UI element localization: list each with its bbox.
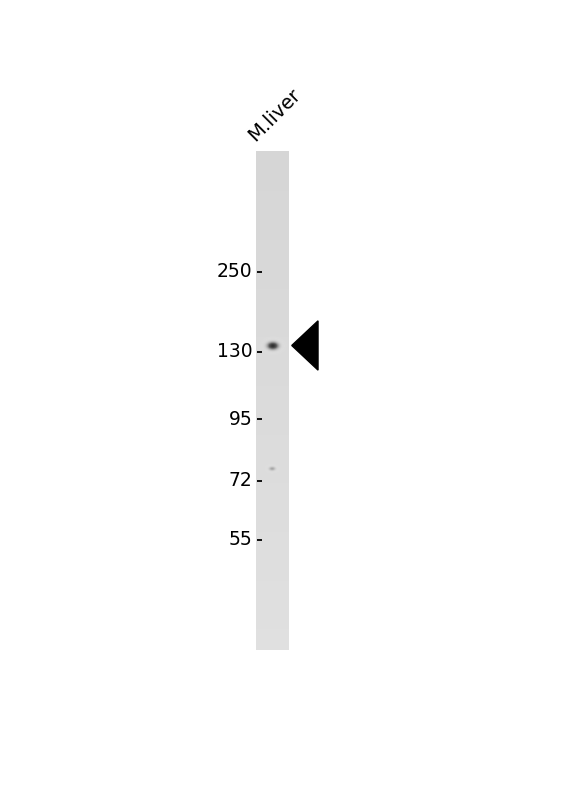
Text: 250: 250 bbox=[217, 262, 253, 281]
Text: 72: 72 bbox=[229, 471, 253, 490]
Text: 130: 130 bbox=[217, 342, 253, 361]
Text: 55: 55 bbox=[229, 530, 253, 549]
Text: M.liver: M.liver bbox=[245, 86, 304, 146]
Text: 95: 95 bbox=[229, 410, 253, 429]
Polygon shape bbox=[292, 321, 318, 370]
